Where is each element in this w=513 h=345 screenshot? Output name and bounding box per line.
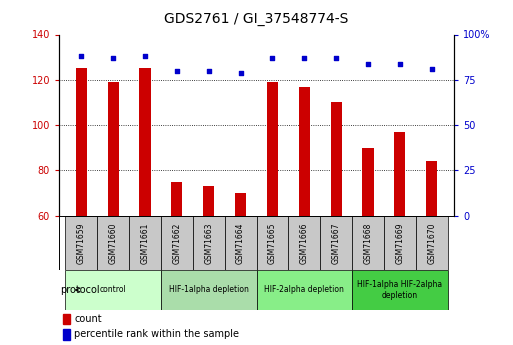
Text: GSM71659: GSM71659: [77, 223, 86, 264]
Point: [141, 53, 149, 59]
Bar: [256, 216, 288, 269]
Bar: [426, 161, 437, 216]
Point: [396, 61, 404, 66]
Point: [236, 70, 245, 75]
Bar: [76, 69, 87, 216]
Bar: [161, 216, 193, 269]
Text: HIF-1alpha HIF-2alpha
depletion: HIF-1alpha HIF-2alpha depletion: [357, 280, 442, 300]
Point: [300, 55, 308, 61]
Bar: [63, 314, 70, 324]
Bar: [362, 148, 373, 216]
Text: GSM71665: GSM71665: [268, 223, 277, 264]
Bar: [352, 216, 384, 269]
Text: GSM71664: GSM71664: [236, 223, 245, 264]
Text: GSM71666: GSM71666: [300, 223, 309, 264]
Bar: [235, 193, 246, 216]
Bar: [97, 216, 129, 269]
Point: [332, 55, 340, 61]
Text: GSM71667: GSM71667: [331, 223, 341, 264]
Point: [205, 68, 213, 73]
Text: HIF-1alpha depletion: HIF-1alpha depletion: [169, 286, 249, 295]
Bar: [63, 329, 70, 340]
Point: [77, 53, 85, 59]
Bar: [320, 216, 352, 269]
Bar: [129, 216, 161, 269]
Bar: [140, 69, 151, 216]
Text: GSM71663: GSM71663: [204, 223, 213, 264]
Bar: [352, 269, 448, 310]
Text: HIF-2alpha depletion: HIF-2alpha depletion: [264, 286, 344, 295]
Text: GSM71669: GSM71669: [396, 223, 404, 264]
Text: GSM71660: GSM71660: [109, 223, 117, 264]
Text: GDS2761 / GI_37548774-S: GDS2761 / GI_37548774-S: [164, 12, 349, 26]
Point: [268, 55, 277, 61]
Bar: [203, 186, 214, 216]
Bar: [330, 102, 342, 216]
Bar: [65, 216, 97, 269]
Text: protocol: protocol: [60, 285, 99, 295]
Bar: [256, 269, 352, 310]
Point: [109, 55, 117, 61]
Text: count: count: [74, 314, 102, 324]
Text: control: control: [100, 286, 127, 295]
Point: [364, 61, 372, 66]
Bar: [171, 182, 183, 216]
Bar: [384, 216, 416, 269]
Text: percentile rank within the sample: percentile rank within the sample: [74, 329, 239, 339]
Text: GSM71670: GSM71670: [427, 223, 436, 264]
Bar: [394, 132, 405, 216]
Bar: [299, 87, 310, 216]
Bar: [161, 269, 256, 310]
Bar: [225, 216, 256, 269]
Point: [428, 66, 436, 72]
Text: GSM71662: GSM71662: [172, 223, 182, 264]
Bar: [108, 82, 119, 216]
Bar: [416, 216, 448, 269]
Bar: [267, 82, 278, 216]
Bar: [65, 269, 161, 310]
Text: GSM71668: GSM71668: [364, 223, 372, 264]
Bar: [288, 216, 320, 269]
Point: [173, 68, 181, 73]
Text: GSM71661: GSM71661: [141, 223, 149, 264]
Bar: [193, 216, 225, 269]
